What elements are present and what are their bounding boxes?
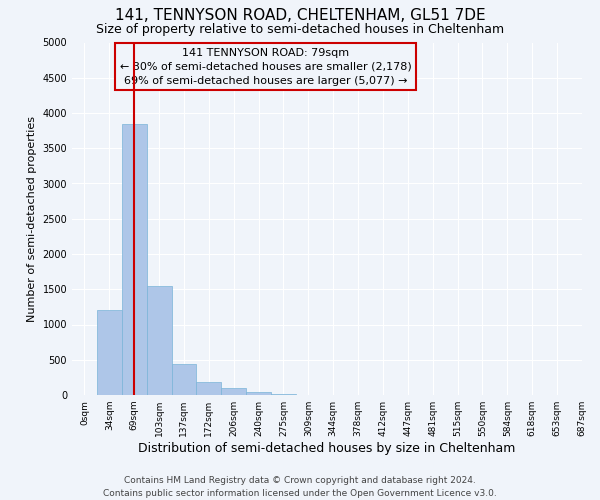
Text: 141 TENNYSON ROAD: 79sqm
← 30% of semi-detached houses are smaller (2,178)
69% o: 141 TENNYSON ROAD: 79sqm ← 30% of semi-d… bbox=[120, 48, 412, 86]
Bar bbox=[271, 394, 296, 395]
Bar bbox=[97, 310, 122, 395]
Y-axis label: Number of semi-detached properties: Number of semi-detached properties bbox=[27, 116, 37, 322]
Text: 141, TENNYSON ROAD, CHELTENHAM, GL51 7DE: 141, TENNYSON ROAD, CHELTENHAM, GL51 7DE bbox=[115, 8, 485, 22]
X-axis label: Distribution of semi-detached houses by size in Cheltenham: Distribution of semi-detached houses by … bbox=[139, 442, 515, 455]
Bar bbox=[246, 392, 271, 395]
Text: Size of property relative to semi-detached houses in Cheltenham: Size of property relative to semi-detach… bbox=[96, 22, 504, 36]
Bar bbox=[221, 388, 246, 395]
Bar bbox=[122, 124, 146, 395]
Bar bbox=[172, 364, 196, 395]
Bar bbox=[146, 286, 172, 395]
Text: Contains HM Land Registry data © Crown copyright and database right 2024.
Contai: Contains HM Land Registry data © Crown c… bbox=[103, 476, 497, 498]
Bar bbox=[196, 382, 221, 395]
